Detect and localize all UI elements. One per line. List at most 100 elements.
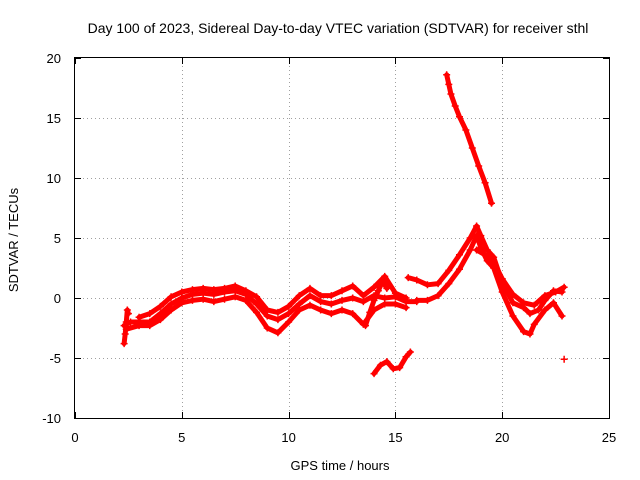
data-point [455,265,463,273]
data-point [338,306,346,314]
data-point [379,277,387,285]
series-band-lower [122,293,410,337]
data-point [391,300,399,308]
data-point [483,246,491,254]
x-tick-label: 20 [495,430,509,445]
data-point [413,296,421,304]
data-point [359,298,367,306]
data-point [391,289,399,297]
data-point [349,294,357,302]
y-tick-label: -5 [49,351,61,366]
data-point [535,306,543,314]
series-early-spike [120,306,132,348]
data-point [498,275,506,283]
data-point [481,179,489,187]
data-point [146,322,154,330]
data-point [526,330,534,338]
data-point [381,272,389,280]
data-point [274,308,282,316]
data-point [306,301,314,309]
data-point [376,361,384,369]
data-point [383,358,391,366]
data-point [167,293,175,301]
data-point [338,287,346,295]
data-point [366,308,374,316]
y-axis-label: SDTVAR / TECUs [6,187,21,292]
data-point [520,328,528,336]
data-point [370,283,378,291]
data-point [509,290,517,298]
data-point [466,246,474,254]
data-point [327,310,335,318]
data-point [558,312,566,320]
data-point [274,329,282,337]
data-point [123,306,131,314]
data-point [361,322,369,330]
data-point [338,296,346,304]
data-point [253,308,261,316]
data-point [374,287,382,295]
data-point [253,293,261,301]
data-point [221,295,229,303]
data-point [549,299,557,307]
data-point [120,340,128,348]
data-point [178,299,186,307]
data-point [423,296,431,304]
data-point [541,306,549,314]
data-point [370,370,378,378]
data-point [447,90,455,98]
x-tick-label: 15 [388,430,402,445]
data-point [498,288,506,296]
x-tick-label: 5 [178,430,185,445]
data-point [188,296,196,304]
data-point [317,292,325,300]
data-point [488,199,496,207]
data-point [253,300,261,308]
data-point [242,296,250,304]
data-point [124,310,132,318]
data-point [530,320,538,328]
data-point [509,312,517,320]
series-low-trace [370,348,414,378]
data-point [468,144,476,152]
data-point [167,300,175,308]
data-point [473,232,481,240]
series-band-main [120,287,421,330]
data-point [188,286,196,294]
data-point [349,282,357,290]
data-point [370,296,378,304]
series-band-upper [135,272,410,321]
y-tick-label: 20 [47,51,61,66]
data-point [381,300,389,308]
data-point [327,300,335,308]
series-line [414,233,565,337]
data-point [285,310,293,318]
series-layer [120,71,568,378]
data-point [423,281,431,289]
data-point [473,246,481,254]
data-point [445,280,453,288]
y-tick-label: 5 [54,231,61,246]
series-outlier [560,355,568,363]
data-point [383,284,391,292]
data-point [263,324,271,332]
data-point [520,299,528,307]
data-point [396,364,404,372]
data-point [146,310,154,318]
data-point [156,310,164,318]
data-point [434,292,442,300]
data-point [462,126,470,134]
data-point [122,318,130,326]
data-point [121,330,129,338]
data-point [541,292,549,300]
data-point [135,322,143,330]
data-point [443,71,451,79]
data-point [242,287,250,295]
data-point [455,113,463,121]
y-tick-label: -10 [42,411,61,426]
data-point [306,284,314,292]
data-point [231,293,239,301]
data-point [413,276,421,284]
y-tick-label: 0 [54,291,61,306]
